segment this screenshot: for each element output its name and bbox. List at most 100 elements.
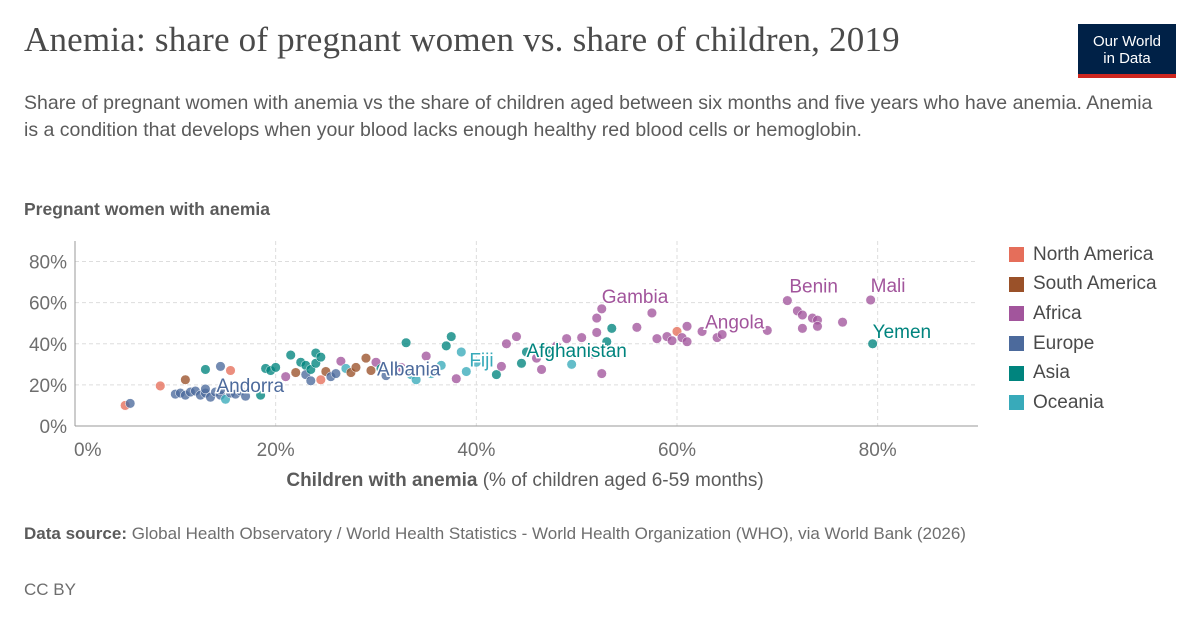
scatter-point[interactable] xyxy=(797,323,808,334)
scatter-point[interactable] xyxy=(365,365,377,376)
chart-subtitle: Share of pregnant women with anemia vs t… xyxy=(24,92,1153,141)
scatter-point[interactable] xyxy=(586,349,597,360)
legend-item-asia[interactable]: Asia xyxy=(1009,358,1157,388)
scatter-point[interactable] xyxy=(717,329,728,340)
scatter-point[interactable] xyxy=(646,307,657,318)
scatter-point[interactable] xyxy=(576,332,587,343)
license[interactable]: CC BY xyxy=(24,580,76,599)
scatter-point[interactable] xyxy=(461,366,472,377)
country-label-albania: Albania xyxy=(377,360,441,381)
legend-item-europe[interactable]: Europe xyxy=(1009,329,1157,359)
scatter-point[interactable] xyxy=(255,390,266,401)
scatter-point[interactable] xyxy=(591,327,602,338)
scatter-point[interactable] xyxy=(380,370,392,381)
scatter-point[interactable] xyxy=(501,338,512,349)
scatter-point[interactable] xyxy=(401,337,412,348)
scatter-point[interactable] xyxy=(335,356,346,367)
scatter-point[interactable] xyxy=(180,374,191,385)
scatter-point[interactable] xyxy=(651,333,662,344)
legend-item-africa[interactable]: Africa xyxy=(1009,299,1157,329)
scatter-point[interactable] xyxy=(511,331,522,342)
y-tick-label: 40% xyxy=(29,335,67,356)
scatter-point[interactable] xyxy=(330,368,341,379)
scatter-point[interactable] xyxy=(436,360,447,371)
scatter-point[interactable] xyxy=(596,303,607,314)
scatter-point[interactable] xyxy=(837,317,848,328)
owid-logo[interactable]: Our World in Data xyxy=(1078,24,1176,78)
scatter-point[interactable] xyxy=(315,374,326,385)
scatter-point[interactable] xyxy=(867,338,878,349)
scatter-point[interactable] xyxy=(536,364,547,375)
scatter-point[interactable] xyxy=(155,380,166,391)
x-tick-label: 0% xyxy=(74,440,102,461)
chart-title: Anemia: share of pregnant women vs. shar… xyxy=(24,20,900,59)
y-tick-label: 80% xyxy=(29,253,67,274)
scatter-point[interactable] xyxy=(496,361,507,372)
scatter-point[interactable] xyxy=(200,383,211,395)
scatter-point[interactable] xyxy=(541,344,552,355)
scatter-point[interactable] xyxy=(631,322,642,333)
scatter-point[interactable] xyxy=(606,323,617,334)
scatter-point[interactable] xyxy=(411,374,422,385)
scatter-point[interactable] xyxy=(280,371,291,382)
country-label-fiji: Fiji xyxy=(469,350,493,371)
scatter-point[interactable] xyxy=(360,353,372,364)
scatter-point[interactable] xyxy=(215,361,226,372)
scatter-point[interactable] xyxy=(441,340,452,351)
y-axis-title: Pregnant women with anemia xyxy=(24,199,271,219)
legend-item-north-america[interactable]: North America xyxy=(1009,240,1157,270)
scatter-point[interactable] xyxy=(797,309,808,321)
x-tick-label: 20% xyxy=(257,440,295,461)
data-points xyxy=(120,294,878,411)
scatter-point[interactable] xyxy=(471,357,482,368)
scatter-point[interactable] xyxy=(481,352,492,363)
scatter-point[interactable] xyxy=(270,362,281,373)
scatter-point[interactable] xyxy=(681,336,693,347)
legend-item-oceania[interactable]: Oceania xyxy=(1009,388,1157,418)
scatter-point[interactable] xyxy=(561,333,572,344)
data-source: Data source: Global Health Observatory /… xyxy=(24,522,1144,545)
scatter-point[interactable] xyxy=(350,362,361,373)
scatter-point[interactable] xyxy=(451,373,462,384)
scatter-point[interactable] xyxy=(215,384,226,396)
x-axis-title: Children with anemia (% of children aged… xyxy=(0,470,1050,492)
scatter-point[interactable] xyxy=(762,325,773,336)
scatter-point[interactable] xyxy=(200,364,211,375)
scatter-point[interactable] xyxy=(681,321,693,332)
scatter-point[interactable] xyxy=(446,331,457,342)
legend-swatch xyxy=(1009,336,1024,352)
grid-lines xyxy=(75,241,978,426)
scatter-point[interactable] xyxy=(865,294,876,306)
scatter-point[interactable] xyxy=(290,367,301,378)
scatter-point[interactable] xyxy=(516,358,527,369)
scatter-point[interactable] xyxy=(596,368,607,379)
scatter-point[interactable] xyxy=(551,340,562,351)
x-tick-label: 60% xyxy=(658,440,696,461)
x-tick-label: 80% xyxy=(859,440,897,461)
scatter-point[interactable] xyxy=(456,346,467,358)
scatter-point[interactable] xyxy=(125,398,136,409)
scatter-point[interactable] xyxy=(666,335,678,346)
scatter-point[interactable] xyxy=(285,350,296,361)
scatter-point[interactable] xyxy=(531,353,542,364)
scatter-point[interactable] xyxy=(491,369,502,380)
scatter-point[interactable] xyxy=(591,313,602,324)
scatter-point[interactable] xyxy=(601,336,612,347)
data-source-label: Data source: xyxy=(24,524,127,543)
y-tick-label: 60% xyxy=(29,294,67,315)
legend-item-south-america[interactable]: South America xyxy=(1009,270,1157,300)
scatter-point[interactable] xyxy=(782,295,793,306)
scatter-point[interactable] xyxy=(521,346,532,358)
scatter-point[interactable] xyxy=(421,351,432,362)
scatter-point[interactable] xyxy=(315,352,326,363)
scatter-point[interactable] xyxy=(225,365,236,376)
scatter-point[interactable] xyxy=(697,326,708,337)
scatter-point[interactable] xyxy=(812,321,823,332)
scatter-point[interactable] xyxy=(375,363,387,374)
data-source-text[interactable]: Global Health Observatory / World Health… xyxy=(131,524,966,543)
scatter-point[interactable] xyxy=(305,375,316,386)
scatter-point[interactable] xyxy=(566,359,577,370)
scatter-point[interactable] xyxy=(240,391,251,402)
scatter-point[interactable] xyxy=(396,362,407,373)
scatter-point[interactable] xyxy=(426,368,437,379)
